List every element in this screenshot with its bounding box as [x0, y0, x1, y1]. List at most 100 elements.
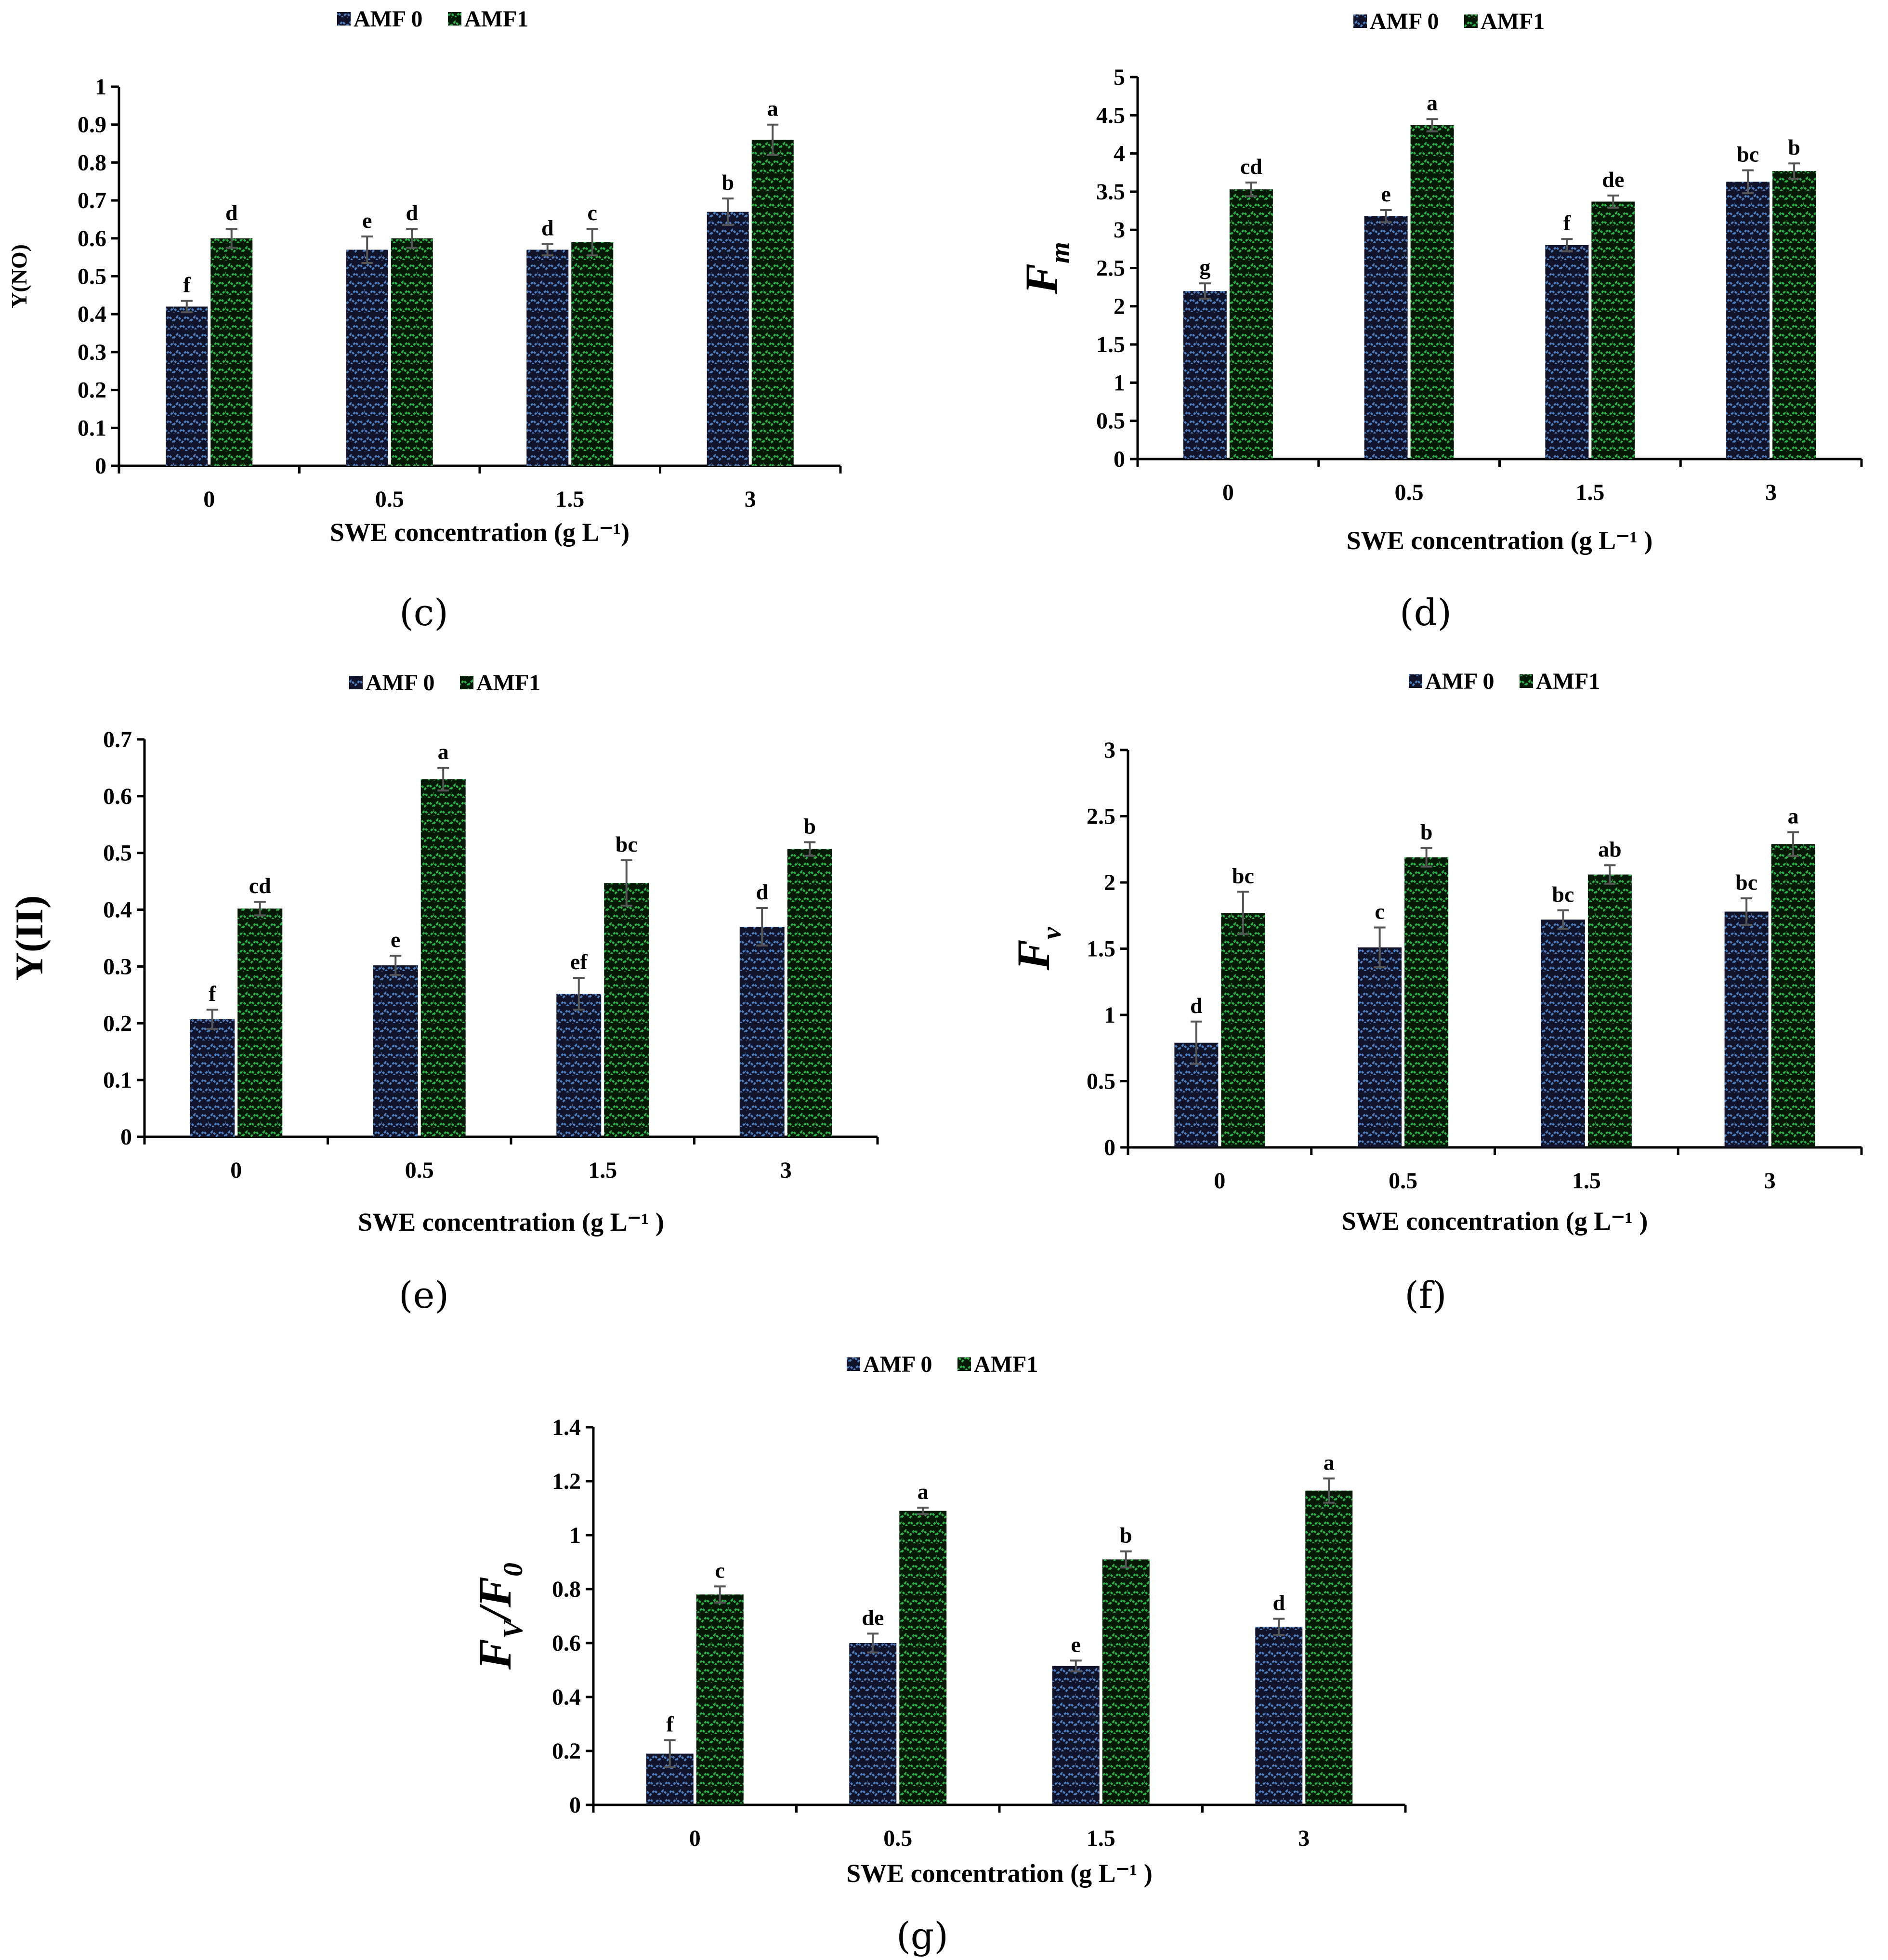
panel-f-ytick-label: 3: [1104, 737, 1115, 763]
panel-f-significance-letter: b: [1420, 820, 1433, 844]
panel-g-legend-label-amf1: AMF1: [974, 1352, 1038, 1377]
panel-f-significance-letter: bc: [1232, 863, 1254, 888]
panel-d-significance-letter: f: [1563, 210, 1571, 235]
panel-d-xtick-label: 1.5: [1575, 480, 1604, 505]
panel-e-ytick-label: 0.3: [103, 954, 132, 979]
panel-c-bar-amf0: [346, 250, 388, 466]
panel-g-x-axis-title: SWE concentration (g L⁻¹ ): [846, 1859, 1153, 1888]
panel-d-ytick-label: 1.5: [1096, 332, 1125, 357]
panel-g-xtick-label: 3: [1298, 1826, 1310, 1851]
panel-g-xtick-label: 1.5: [1087, 1826, 1115, 1851]
panel-g: AMF 0 AMF1 0 0.2 0.4 0.6 0.8 1 1.2 1.4 0 0.5 1.5 3 f…: [469, 1352, 1407, 1957]
panel-d-ytick-label: 0: [1114, 447, 1125, 472]
panel-f-bar-amf1: [1404, 857, 1449, 1147]
panel-d-ytick-label: 3.5: [1096, 179, 1125, 205]
panel-f-legend-swatch-amf1: [1520, 674, 1533, 688]
panel-c-significance-letter: d: [541, 216, 554, 240]
panel-c-ytick-label: 0: [95, 453, 106, 479]
panel-f-significance-letter: bc: [1552, 882, 1574, 907]
panel-d-ytick-label: 4.5: [1096, 103, 1125, 128]
panel-c-ytick-label: 0.6: [78, 226, 106, 251]
panel-c-ytick-label: 0.4: [78, 302, 106, 327]
panel-d-significance-letter: e: [1381, 182, 1390, 206]
panel-g-significance-letter: f: [666, 1712, 674, 1736]
panel-g-significance-letter: a: [918, 1479, 929, 1504]
panel-d-x-axis-title: SWE concentration (g L⁻¹ ): [1347, 526, 1653, 555]
panel-d-significance-letter: g: [1199, 255, 1210, 279]
panel-d-legend-swatch-amf0: [1353, 14, 1367, 28]
panel-d-ytick-label: 5: [1114, 65, 1125, 90]
panel-e-significance-letter: d: [756, 880, 768, 904]
panel-e-x-axis-title: SWE concentration (g L⁻¹ ): [358, 1208, 664, 1237]
panel-e-bar-amf0: [190, 1019, 235, 1137]
panel-e-panel-label: (e): [399, 1274, 449, 1316]
panel-f-ytick-label: 2.5: [1087, 804, 1115, 829]
panel-c-significance-letter: a: [767, 96, 778, 121]
panel-d-legend-label-amf0: AMF 0: [1370, 9, 1439, 34]
panel-d-ytick-label: 2: [1114, 294, 1125, 319]
panel-c-bar-amf1: [571, 242, 614, 466]
panel-g-significance-letter: de: [862, 1605, 884, 1630]
panel-d-legend-swatch-amf1: [1464, 14, 1478, 28]
panel-d-significance-letter: b: [1788, 135, 1800, 159]
panel-f-ytick-label: 2: [1104, 870, 1115, 895]
panel-e-significance-letter: bc: [616, 832, 638, 856]
panel-e-significance-letter: b: [803, 814, 816, 838]
panel-d: AMF 0 AMF1 00.511.522.533.544.550 0.5 1.5 3 …: [1016, 9, 1863, 634]
panel-e-legend-label-amf0: AMF 0: [366, 670, 435, 696]
panel-f-significance-letter: ab: [1598, 837, 1622, 861]
panel-f-bar-amf0: [1541, 920, 1585, 1147]
panel-f-xtick-label: 1.5: [1572, 1168, 1601, 1194]
panel-d-bar-amf1: [1229, 189, 1273, 460]
panel-f-bar-amf0: [1358, 947, 1402, 1147]
panel-g-ytick-label: 1.4: [552, 1415, 581, 1440]
panel-e-legend-swatch-amf0: [349, 676, 363, 689]
panel-c-xtick-label: 0.5: [375, 487, 404, 512]
panel-c-xtick-label: 3: [745, 487, 756, 512]
panel-d-significance-letter: de: [1602, 167, 1624, 192]
panel-e-ytick-label: 0.6: [103, 784, 132, 809]
panel-f-significance-letter: bc: [1735, 870, 1757, 894]
panel-d-ytick-label: 1: [1114, 370, 1125, 395]
panel-c-legend-swatch-amf0: [337, 12, 351, 26]
panel-g-legend-label-amf0: AMF 0: [863, 1352, 932, 1377]
panel-e-ytick-label: 0.7: [103, 727, 132, 752]
panel-g-bar-amf1: [899, 1511, 947, 1805]
panel-f: AMF 0 AMF1 00.511.522.530 0.5 1.5 3 dbccbbca…: [1008, 669, 1863, 1316]
panel-d-xtick-label: 0.5: [1395, 480, 1424, 505]
panel-g-ytick-label: 1: [569, 1523, 581, 1548]
panel-d-bar-amf1: [1410, 125, 1454, 460]
panel-d-bar-amf1: [1591, 201, 1635, 459]
panel-c-significance-letter: d: [225, 200, 238, 225]
panel-e-legend-label-amf1: AMF1: [476, 670, 540, 696]
panel-e-significance-letter: e: [391, 927, 400, 952]
panel-d-ytick-label: 2.5: [1096, 256, 1125, 281]
panel-e-xtick-label: 3: [780, 1158, 792, 1183]
panel-c-significance-letter: d: [406, 200, 418, 225]
panel-g-significance-letter: b: [1120, 1523, 1132, 1548]
panel-d-significance-letter: a: [1427, 91, 1438, 115]
panel-d-legend-label-amf1: AMF1: [1481, 9, 1545, 34]
panel-e-xtick-label: 0: [230, 1158, 242, 1183]
panel-e-ytick-label: 0.2: [103, 1011, 132, 1036]
panel-g-legend-swatch-amf0: [847, 1357, 860, 1371]
panel-g-bar-amf1: [1102, 1559, 1150, 1805]
panel-c-x-axis-title: SWE concentration (g L⁻¹): [330, 518, 629, 547]
panel-g-significance-letter: e: [1071, 1632, 1081, 1657]
panel-f-y-axis-title: Fv: [1008, 926, 1067, 971]
panel-c-bar-amf0: [166, 306, 208, 466]
panel-c-ytick-label: 1: [95, 74, 106, 100]
panel-f-bar-amf1: [1587, 874, 1632, 1147]
panel-c-bar-amf0: [707, 211, 749, 466]
panel-e-xtick-label: 1.5: [588, 1158, 617, 1183]
panel-c-ytick-label: 0.8: [78, 150, 106, 175]
panel-f-legend-label-amf0: AMF 0: [1425, 669, 1495, 694]
panel-f-significance-letter: c: [1375, 899, 1384, 924]
panel-g-panel-label: (g): [896, 1914, 948, 1957]
panel-g-ytick-label: 0.4: [552, 1684, 581, 1710]
panel-e-ytick-label: 0.1: [103, 1067, 132, 1093]
panel-d-bar-amf1: [1772, 171, 1816, 459]
panel-e-y-axis-title: Y(II): [7, 895, 51, 981]
panel-g-ytick-label: 1.2: [552, 1469, 581, 1494]
panel-d-bar-amf0: [1183, 291, 1227, 459]
